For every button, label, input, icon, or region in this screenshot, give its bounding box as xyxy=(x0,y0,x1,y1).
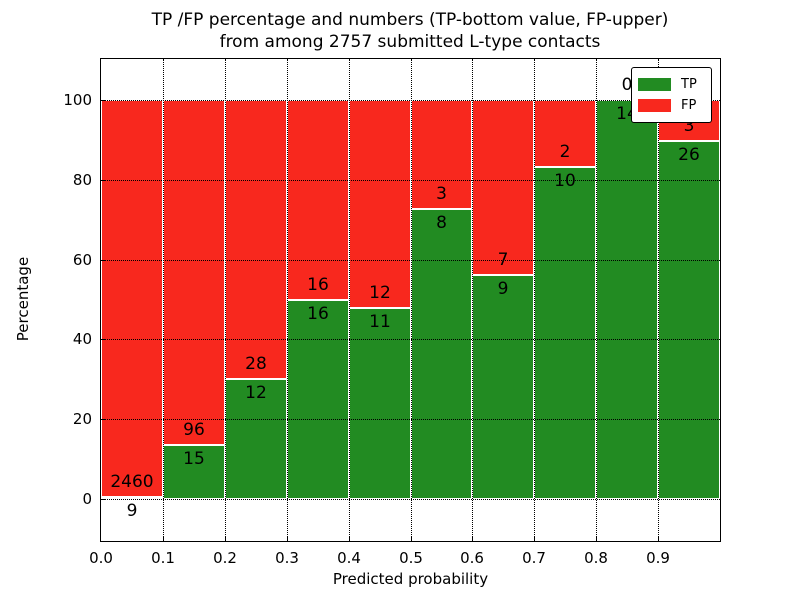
tp-bar-segment xyxy=(411,208,472,499)
vertical-gridline xyxy=(534,59,536,541)
x-tick-label: 0.4 xyxy=(337,549,361,567)
legend-entry-tp: TP xyxy=(638,74,703,95)
fp-count-label: 12 xyxy=(369,283,391,304)
fp-count-label: 3 xyxy=(436,183,447,204)
legend-entry-fp: FP xyxy=(638,95,703,116)
fp-count-label: 28 xyxy=(245,354,267,375)
tp-bar-segment xyxy=(349,308,411,499)
tp-count-label: 11 xyxy=(369,312,391,333)
chart-title: TP /FP percentage and numbers (TP-bottom… xyxy=(0,9,800,53)
legend: TP FP xyxy=(631,67,712,123)
horizontal-gridline xyxy=(101,179,720,181)
tp-bar-segment xyxy=(163,445,225,499)
x-tick-mark xyxy=(472,536,474,541)
horizontal-gridline xyxy=(101,499,720,500)
tp-legend-swatch xyxy=(638,78,671,91)
fp-count-label: 7 xyxy=(497,249,509,270)
y-tick-mark xyxy=(101,419,106,421)
fp-count-label: 96 xyxy=(183,420,205,441)
tp-count-label: 26 xyxy=(678,145,700,166)
vertical-gridline xyxy=(224,59,226,541)
vertical-gridline xyxy=(658,59,660,541)
fp-count-label: 2 xyxy=(559,141,571,162)
tp-count-label: 12 xyxy=(245,383,267,404)
tp-count-label: 16 xyxy=(307,303,329,324)
tp-count-label: 10 xyxy=(554,170,576,191)
vertical-gridline xyxy=(410,59,412,541)
x-tick-mark xyxy=(410,536,412,541)
fp-bar-segment xyxy=(534,100,596,167)
y-tick-mark xyxy=(101,259,106,261)
tp-bar-segment xyxy=(472,274,534,499)
x-tick-mark xyxy=(658,536,660,541)
chart-title-line2: from among 2757 submitted L-type contact… xyxy=(219,32,601,52)
tp-count-label: 8 xyxy=(436,212,447,233)
x-tick-label: 0.6 xyxy=(460,549,484,567)
fp-count-label: 2460 xyxy=(110,471,154,492)
fp-count-label: 0 xyxy=(621,75,633,95)
x-tick-label: 0.5 xyxy=(399,549,423,567)
horizontal-gridline xyxy=(101,259,720,261)
tp-count-label: 15 xyxy=(183,449,205,470)
x-tick-mark xyxy=(596,536,598,541)
x-tick-label: 0.7 xyxy=(522,549,546,567)
x-tick-label: 0.1 xyxy=(151,549,175,567)
x-axis-label: Predicted probability xyxy=(332,570,489,588)
fp-bar-segment xyxy=(225,100,287,380)
x-tick-label: 0.2 xyxy=(213,549,237,567)
tp-bar-segment xyxy=(101,496,163,499)
x-tick-label: 0.9 xyxy=(646,549,670,567)
fp-bar-segment xyxy=(472,100,534,275)
y-tick-label: 100 xyxy=(63,91,92,109)
y-tick-mark xyxy=(101,179,106,181)
horizontal-gridline xyxy=(101,419,720,421)
y-axis-label: Percentage xyxy=(14,256,32,342)
fp-bar-segment xyxy=(349,100,411,309)
fp-legend-swatch xyxy=(638,99,671,112)
fp-bar-segment xyxy=(287,100,349,300)
x-tick-mark xyxy=(224,536,226,541)
vertical-gridline xyxy=(162,59,164,541)
fp-count-label: 16 xyxy=(307,274,329,295)
tp-bar-segment xyxy=(596,100,658,499)
y-tick-mark xyxy=(101,339,106,341)
tp-count-label: 9 xyxy=(126,500,138,521)
fp-legend-label: FP xyxy=(681,98,697,113)
tp-bar-segment xyxy=(534,166,596,499)
vertical-gridline xyxy=(472,59,474,541)
horizontal-gridline xyxy=(101,339,720,341)
tp-bar-segment xyxy=(658,141,720,499)
x-tick-label: 0.8 xyxy=(584,549,608,567)
tp-bar-segment xyxy=(287,299,349,499)
chart-title-line1: TP /FP percentage and numbers (TP-bottom… xyxy=(151,10,669,30)
horizontal-gridline xyxy=(101,100,720,101)
x-tick-label: 0.0 xyxy=(89,549,113,567)
y-tick-label: 60 xyxy=(72,250,92,269)
vertical-gridline xyxy=(348,59,350,541)
x-tick-mark xyxy=(286,536,288,541)
y-tick-label: 20 xyxy=(72,410,92,429)
y-tick-label: 80 xyxy=(72,170,92,189)
tp-legend-label: TP xyxy=(681,77,697,92)
tp-count-label: 9 xyxy=(497,278,509,299)
y-tick-label: 40 xyxy=(72,330,92,349)
y-tick-mark xyxy=(101,499,106,500)
fp-count-label: 3 xyxy=(683,116,695,137)
x-tick-mark xyxy=(162,536,164,541)
y-tick-label: 0 xyxy=(82,490,92,508)
x-tick-mark xyxy=(534,536,536,541)
vertical-gridline xyxy=(596,59,598,541)
vertical-gridline xyxy=(286,59,288,541)
fp-bar-segment xyxy=(163,100,225,446)
x-tick-label: 0.3 xyxy=(275,549,299,567)
plot-area: TP FP 2460 9 96 15 28 12 16 16 12 11 3 8 7 9 2 10 0 14 3 26 xyxy=(100,58,721,542)
fp-bar-segment xyxy=(101,100,163,497)
x-tick-mark xyxy=(348,536,350,541)
y-tick-mark xyxy=(101,100,106,101)
